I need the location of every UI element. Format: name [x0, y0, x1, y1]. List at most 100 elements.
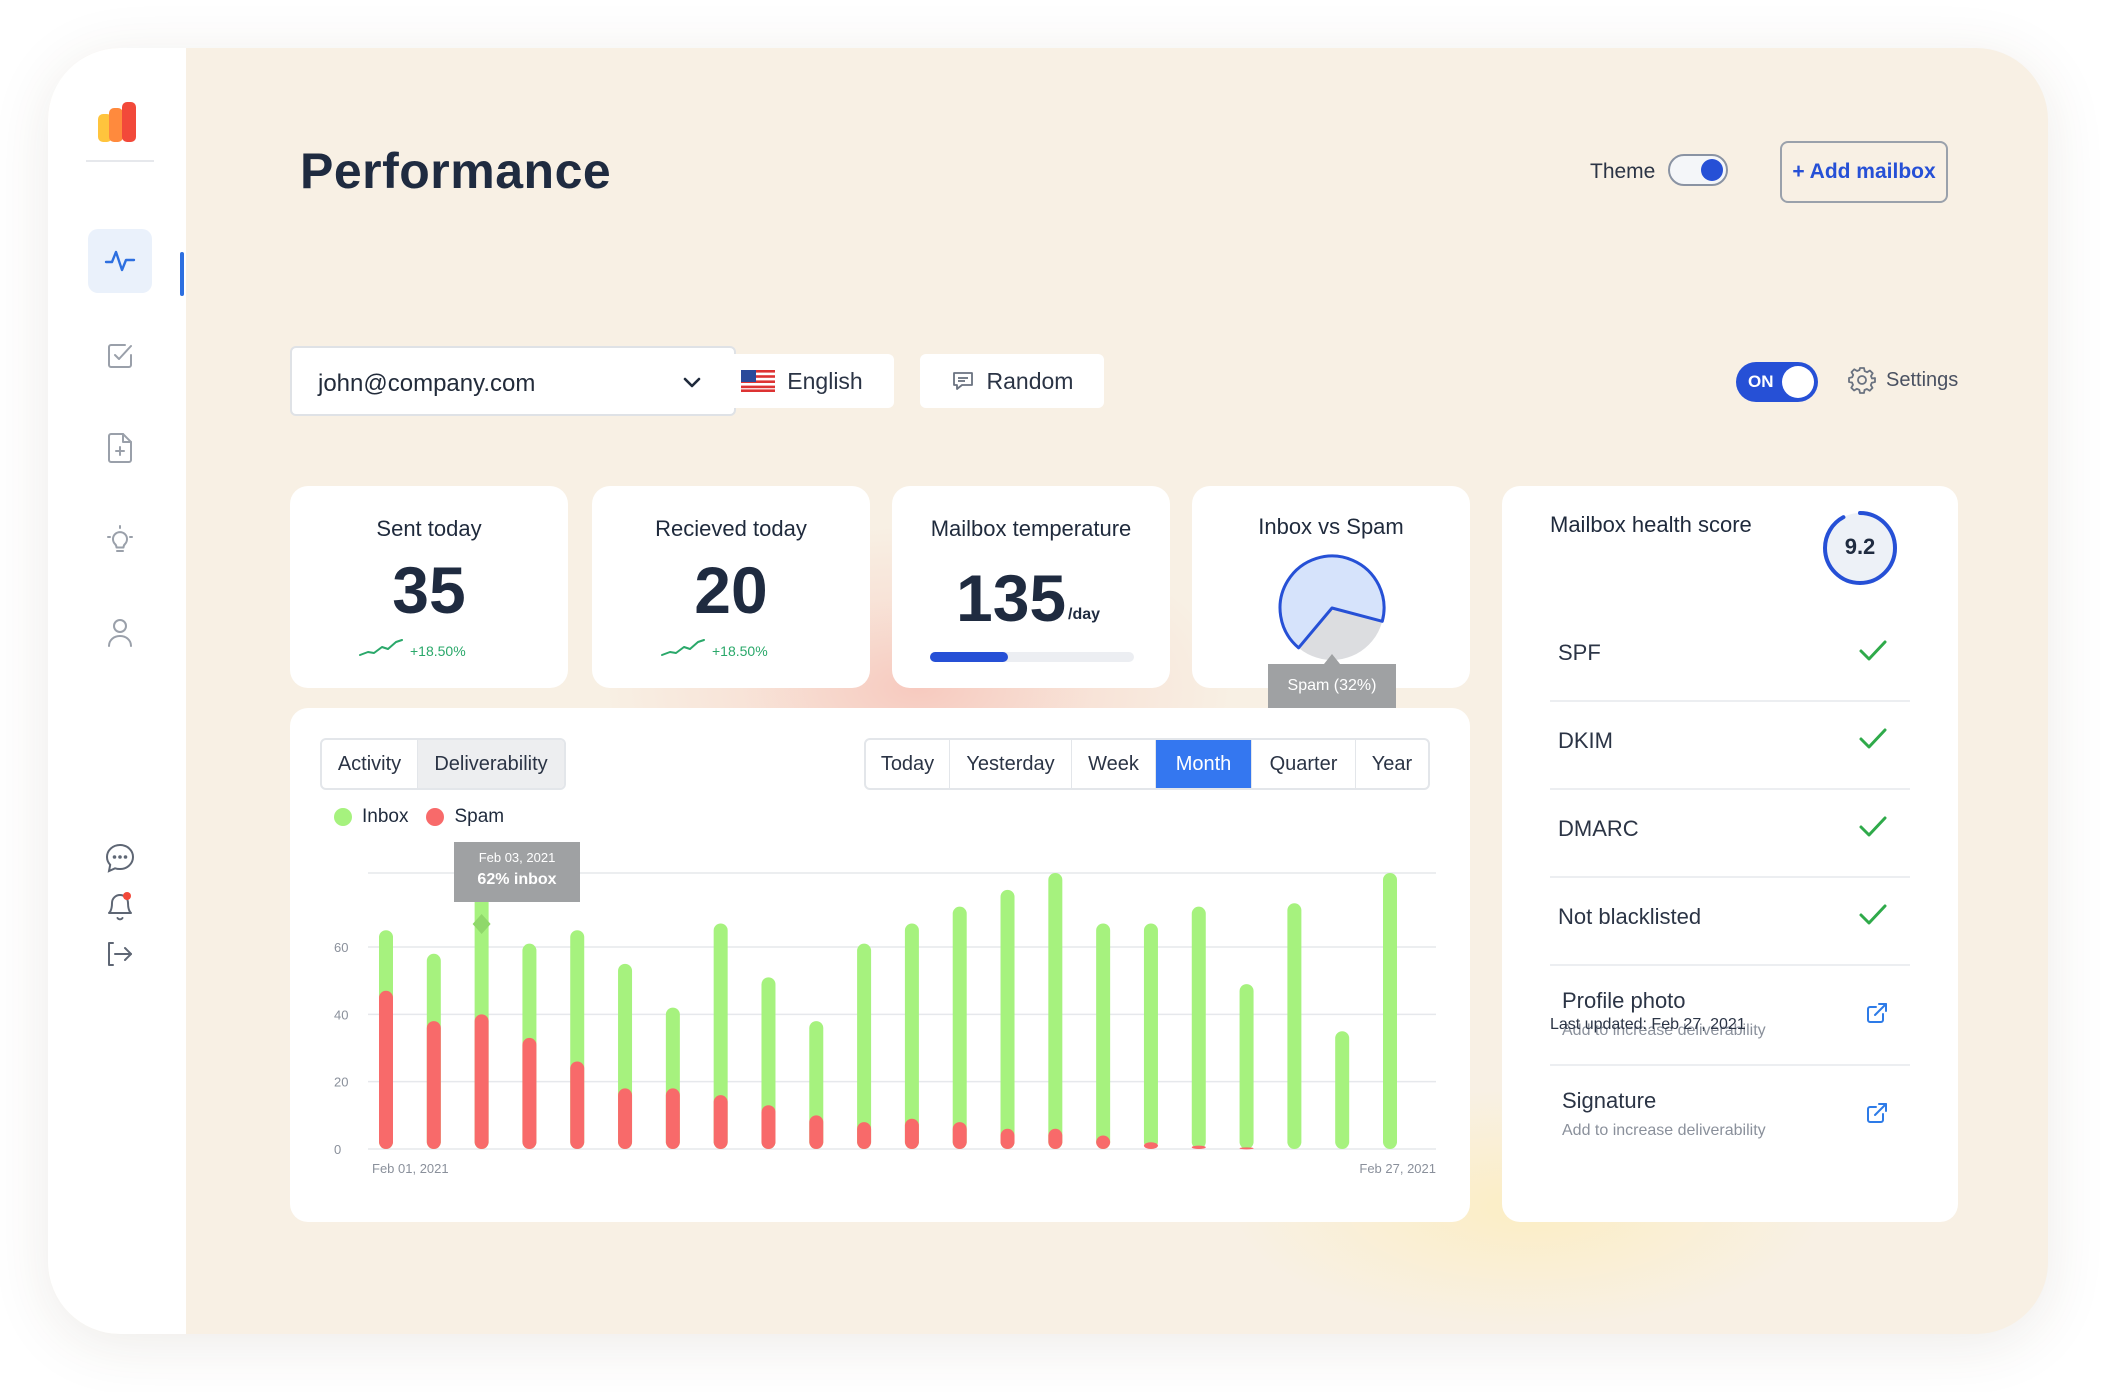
period-tab-month[interactable]: Month [1156, 740, 1252, 788]
last-updated: Last updated: Feb 27, 2021 [1550, 1016, 1746, 1033]
health-check-dkim: DKIM [1550, 700, 1910, 790]
spam-bar [379, 990, 393, 1149]
spam-bar [1048, 1128, 1063, 1149]
external-link-icon[interactable] [1866, 1002, 1888, 1029]
tooltip-date: Feb 03, 2021 [478, 850, 556, 865]
health-action-profile-photo[interactable]: Profile photo Add to increase deliverabi… [1550, 964, 1910, 1066]
nav-performance[interactable] [88, 229, 152, 293]
health-action-hint: Add to increase deliverability [1562, 1022, 1766, 1039]
period-tab-today[interactable]: Today [866, 740, 950, 788]
checkmark-icon [1858, 726, 1888, 757]
temperature-unit: /day [1068, 606, 1101, 623]
sent-today-card: Sent today 35 +18.50% [290, 486, 568, 688]
tab-deliverability[interactable]: Deliverability [418, 740, 564, 788]
inbox-spam-pie [1274, 550, 1390, 671]
settings-label: Settings [1886, 368, 1959, 391]
health-score-arc [1823, 511, 1897, 585]
us-flag-icon [741, 370, 776, 392]
nav-profile[interactable] [88, 600, 152, 664]
y-tick-label: 40 [334, 1007, 348, 1022]
mode-button[interactable]: Random [920, 354, 1104, 408]
external-link-icon[interactable] [1866, 1102, 1888, 1129]
nav-documents[interactable] [88, 416, 152, 480]
toggle-knob [1701, 159, 1723, 181]
mailbox-select-value: john@company.com [318, 370, 536, 397]
health-action-label: Signature [1562, 1088, 1657, 1113]
x-axis-end-label: Feb 27, 2021 [1359, 1161, 1436, 1176]
nav-ideas[interactable] [88, 508, 152, 572]
mode-label: Random [986, 367, 1074, 394]
spam-bar [809, 1115, 824, 1149]
logout-icon [105, 939, 135, 969]
language-label: English [787, 367, 863, 394]
app-frame: Performance Theme + Add mailbox john@com… [48, 48, 2048, 1334]
health-action-hint: Add to increase deliverability [1562, 1122, 1766, 1139]
period-tab-yesterday[interactable]: Yesterday [950, 740, 1072, 788]
y-tick-label: 20 [334, 1075, 348, 1090]
trend-percent: +18.50% [712, 642, 768, 659]
inbox-bar [1000, 889, 1015, 1149]
spam-bar [1000, 1128, 1015, 1149]
app-logo[interactable] [98, 102, 144, 144]
nav-logout[interactable] [88, 922, 152, 986]
page-title: Performance [300, 143, 612, 199]
period-tab-week[interactable]: Week [1072, 740, 1156, 788]
check-square-icon [105, 341, 135, 371]
period-tab-year[interactable]: Year [1371, 752, 1413, 775]
health-check-label: SPF [1558, 640, 1601, 665]
health-check-spf: SPF [1550, 610, 1910, 702]
inbox-bar [904, 923, 919, 1149]
temperature-value: 135 [956, 561, 1067, 635]
inbox-bar [857, 943, 872, 1149]
inbox-bar [1143, 923, 1158, 1149]
warmup-toggle[interactable]: ON [1736, 362, 1818, 402]
spam-bar [952, 1122, 967, 1149]
health-check-blacklist: Not blacklisted [1550, 876, 1910, 966]
pie-inbox-slice [1278, 554, 1386, 650]
language-button[interactable]: English [710, 354, 894, 408]
checkmark-icon [1858, 638, 1888, 669]
chart-tooltip: Feb 03, 2021 62% inbox [454, 842, 580, 902]
spam-bar [522, 1037, 537, 1149]
spam-bar [1239, 1147, 1254, 1150]
y-tick-label: 0 [334, 1142, 341, 1157]
logo-divider [86, 160, 154, 162]
message-icon [951, 370, 975, 392]
tab-activity[interactable]: Activity [322, 740, 418, 788]
health-check-dmarc: DMARC [1550, 788, 1910, 878]
inbox-bar [1048, 873, 1063, 1149]
tooltip-pointer [472, 914, 491, 934]
add-mailbox-button[interactable]: + Add mailbox [1780, 141, 1948, 203]
period-tab-quarter[interactable]: Quarter [1252, 740, 1356, 788]
nav-notifications[interactable] [88, 874, 152, 938]
spam-bar [713, 1095, 728, 1149]
settings-button[interactable]: Settings [1848, 366, 1958, 394]
nav-tasks[interactable] [88, 324, 152, 388]
theme-toggle[interactable] [1668, 154, 1728, 186]
received-today-value: 20 [694, 553, 768, 627]
trend-sparkline-icon [660, 638, 706, 663]
deliverability-chart-card: Activity Deliverability Today Yesterday Wee… [290, 708, 1470, 1222]
sidebar [48, 48, 186, 1334]
spam-tooltip: Spam (32%) [1268, 654, 1396, 708]
temperature-progress-fill [930, 652, 1008, 662]
spam-bar [570, 1061, 585, 1149]
mailbox-select[interactable]: john@company.com [290, 346, 736, 416]
health-check-label: Not blacklisted [1558, 904, 1702, 929]
health-check-label: DMARC [1558, 816, 1639, 841]
inbox-bar [952, 906, 967, 1149]
card-title: Mailbox temperature [930, 516, 1132, 541]
spam-bar [904, 1118, 919, 1149]
trend-indicator: +18.50% [660, 638, 768, 663]
mailbox-temperature-card: Mailbox temperature 135 /day [892, 486, 1170, 688]
tooltip-value: 62% inbox [477, 871, 557, 888]
theme-label: Theme [1590, 160, 1656, 183]
health-action-label: Profile photo [1562, 988, 1686, 1013]
spam-bar [1096, 1135, 1111, 1149]
health-check-label: DKIM [1558, 728, 1613, 753]
nav-messages[interactable] [88, 826, 152, 890]
sent-today-value: 35 [392, 553, 466, 627]
spam-bar [1143, 1142, 1158, 1149]
health-action-signature[interactable]: Signature Add to increase deliverability [1550, 1064, 1910, 1164]
spam-bar [857, 1122, 872, 1149]
